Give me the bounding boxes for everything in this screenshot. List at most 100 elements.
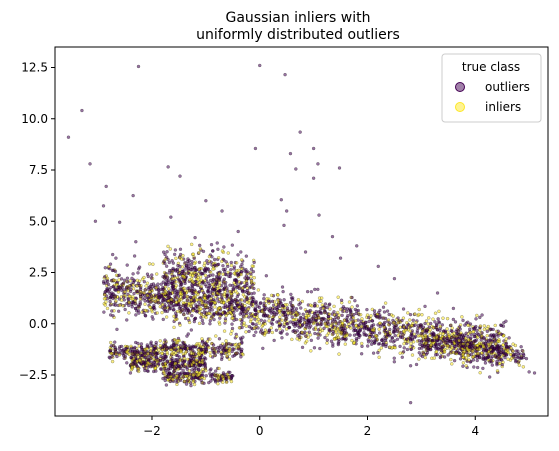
outlier-point <box>286 333 289 336</box>
outlier-point <box>80 109 83 112</box>
y-tick-label: 7.5 <box>29 163 48 177</box>
outlier-point <box>263 312 266 315</box>
y-tick-label: 10.0 <box>21 112 48 126</box>
inlier-point <box>238 326 241 329</box>
inlier-point <box>174 257 177 260</box>
inlier-point <box>242 293 245 296</box>
outlier-point <box>110 309 113 312</box>
outlier-point <box>494 354 497 357</box>
outlier-point <box>190 314 193 317</box>
outlier-point <box>186 257 189 260</box>
chart-title-line-2: uniformly distributed outliers <box>196 27 400 43</box>
inlier-point <box>190 299 193 302</box>
outlier-point <box>334 320 337 323</box>
outlier-point <box>241 312 244 315</box>
outlier-point <box>271 300 274 303</box>
inlier-point <box>439 325 442 328</box>
outlier-point <box>297 303 300 306</box>
outlier-point <box>324 303 327 306</box>
outlier-point <box>220 358 223 361</box>
outlier-point <box>315 315 318 318</box>
outlier-point <box>248 330 251 333</box>
outlier-point <box>172 373 175 376</box>
outlier-point <box>201 272 204 275</box>
outlier-point <box>229 268 232 271</box>
outlier-point <box>409 401 412 404</box>
outlier-point <box>365 308 368 311</box>
outlier-point <box>118 347 121 350</box>
outlier-point <box>246 271 249 274</box>
inlier-point <box>199 275 202 278</box>
outlier-point <box>104 266 107 269</box>
inlier-point <box>208 255 211 258</box>
outlier-point <box>236 352 239 355</box>
inlier-point <box>324 322 327 325</box>
outlier-point <box>317 328 320 331</box>
outlier-point <box>171 282 174 285</box>
outlier-point <box>462 319 465 322</box>
inlier-point <box>199 247 202 250</box>
outlier-point <box>357 324 360 327</box>
outlier-point <box>213 318 216 321</box>
outlier-point <box>503 356 506 359</box>
inlier-point <box>245 314 248 317</box>
y-tick-label: 5.0 <box>29 214 48 228</box>
outlier-point <box>344 329 347 332</box>
outlier-point <box>109 304 112 307</box>
outlier-point <box>144 314 147 317</box>
outlier-point <box>136 290 139 293</box>
outlier-point <box>267 300 270 303</box>
inlier-point <box>264 329 267 332</box>
inlier-point <box>209 351 212 354</box>
outlier-point <box>291 298 294 301</box>
outlier-point <box>193 299 196 302</box>
inlier-point <box>247 308 250 311</box>
inlier-point <box>190 305 193 308</box>
outlier-point <box>458 352 461 355</box>
outlier-point <box>214 374 217 377</box>
outlier-point <box>219 344 222 347</box>
inlier-point <box>187 317 190 320</box>
inlier-point <box>424 356 427 359</box>
outlier-point <box>485 339 488 342</box>
outlier-point <box>439 355 442 358</box>
inlier-point <box>132 284 135 287</box>
inlier-point <box>360 317 363 320</box>
inlier-point <box>378 356 381 359</box>
inlier-point <box>229 332 232 335</box>
outlier-point <box>246 289 249 292</box>
inlier-point <box>144 303 147 306</box>
outlier-point <box>421 344 424 347</box>
outlier-point <box>151 315 154 318</box>
inlier-point <box>371 329 374 332</box>
inlier-point <box>320 300 323 303</box>
outlier-point <box>317 332 320 335</box>
inlier-point <box>449 358 452 361</box>
outlier-point <box>189 357 192 360</box>
outlier-point <box>133 350 136 353</box>
inlier-point <box>278 327 281 330</box>
outlier-point <box>231 323 234 326</box>
outlier-point <box>492 333 495 336</box>
inlier-point <box>483 328 486 331</box>
inlier-point <box>240 267 243 270</box>
inlier-point <box>118 304 121 307</box>
outlier-point <box>393 360 396 363</box>
inlier-point <box>498 340 501 343</box>
inlier-point <box>412 340 415 343</box>
outlier-point <box>351 296 354 299</box>
inlier-point <box>188 302 191 305</box>
inlier-point <box>190 352 193 355</box>
outlier-point <box>275 329 278 332</box>
outlier-point <box>497 335 500 338</box>
inlier-point <box>230 330 233 333</box>
outlier-point <box>318 214 321 217</box>
inlier-point <box>403 342 406 345</box>
outlier-point <box>201 319 204 322</box>
inlier-point <box>214 335 217 338</box>
outlier-point <box>262 304 265 307</box>
outlier-point <box>416 331 419 334</box>
outlier-point <box>341 337 344 340</box>
inlier-point <box>192 374 195 377</box>
outlier-point <box>190 329 193 332</box>
